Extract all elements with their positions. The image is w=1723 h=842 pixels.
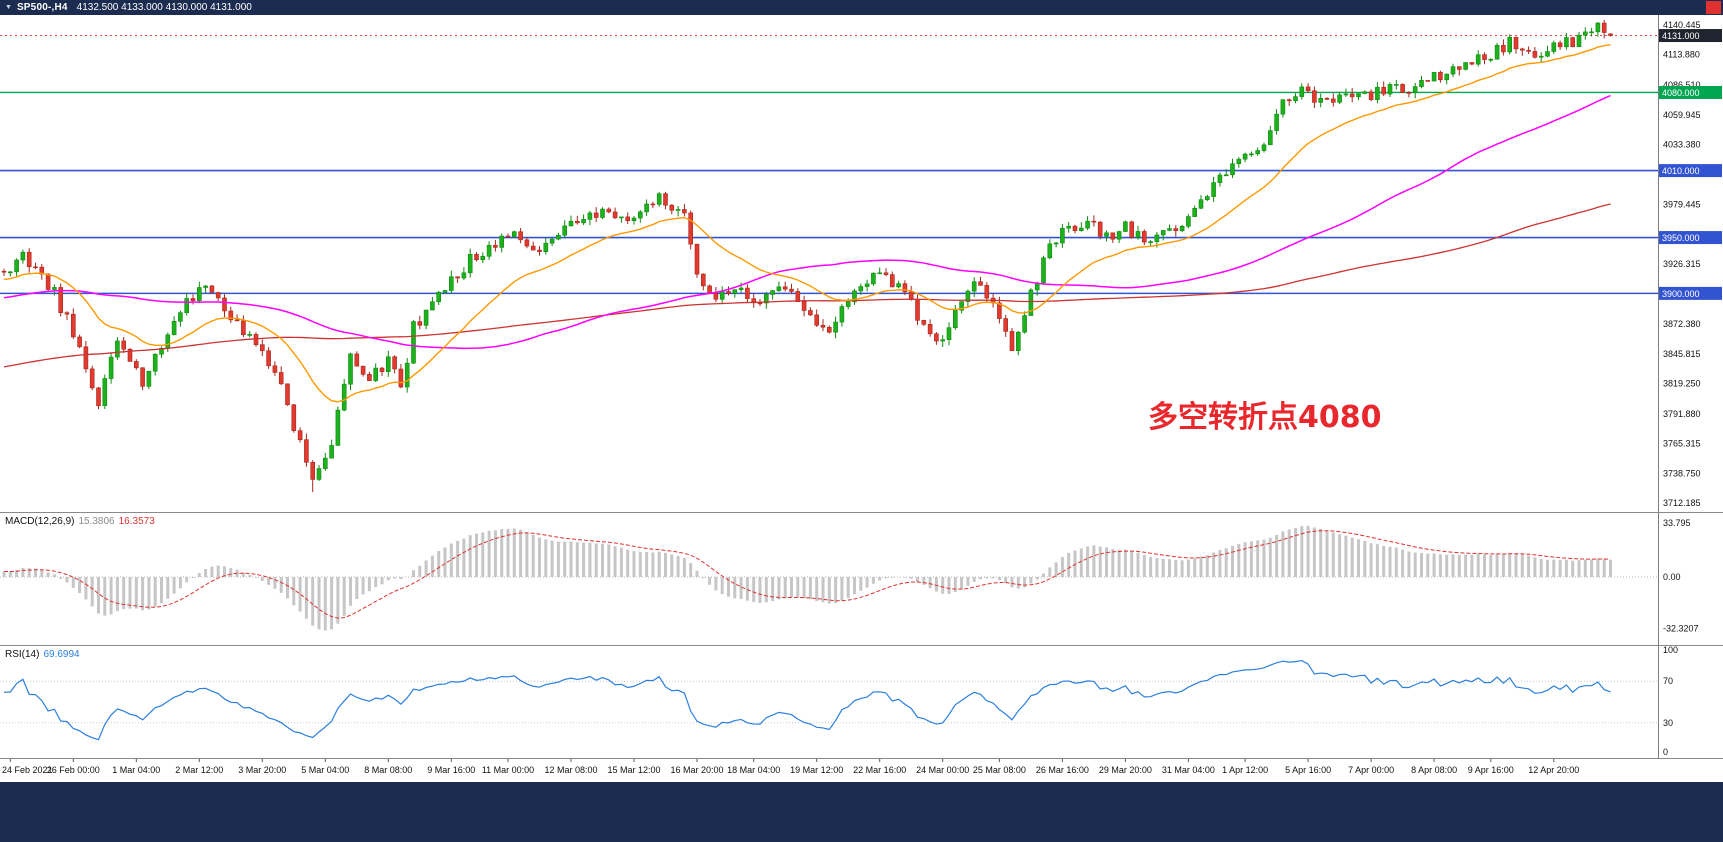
svg-text:3765.315: 3765.315	[1663, 439, 1701, 449]
rsi-value: 69.6994	[43, 649, 80, 660]
svg-text:0: 0	[1663, 747, 1668, 757]
svg-text:0.00: 0.00	[1663, 572, 1681, 582]
svg-text:3872.380: 3872.380	[1663, 319, 1701, 329]
svg-text:9 Mar 16:00: 9 Mar 16:00	[427, 765, 475, 775]
symbol-collapse-icon[interactable]: ▼	[5, 4, 12, 11]
svg-text:29 Mar 20:00: 29 Mar 20:00	[1099, 765, 1152, 775]
rsi-chart-canvas[interactable]: 100 70 30 0	[0, 645, 1723, 758]
svg-text:4113.880: 4113.880	[1663, 50, 1700, 60]
svg-text:9 Apr 16:00: 9 Apr 16:00	[1468, 765, 1514, 775]
svg-text:3738.750: 3738.750	[1663, 468, 1701, 478]
macd-name: MACD(12,26,9)	[5, 516, 75, 527]
svg-text:3819.250: 3819.250	[1663, 379, 1701, 389]
svg-text:25 Mar 08:00: 25 Mar 08:00	[973, 765, 1026, 775]
chart-annotation-text: 多空转折点4080	[1148, 400, 1382, 435]
macd-panel[interactable]: 33.795 0.00 -32.3207	[0, 513, 1723, 646]
svg-text:19 Mar 12:00: 19 Mar 12:00	[790, 765, 843, 775]
svg-text:11 Mar 00:00: 11 Mar 00:00	[482, 765, 534, 775]
svg-text:8 Mar 08:00: 8 Mar 08:00	[364, 765, 412, 775]
svg-text:4010.000: 4010.000	[1662, 166, 1700, 176]
svg-text:70: 70	[1663, 676, 1673, 686]
candlestick-chart-canvas[interactable]: 4140.445 4113.880 4086.510 4059.945 4033.380…	[0, 15, 1723, 512]
svg-text:3950.000: 3950.000	[1662, 233, 1700, 243]
svg-text:2 Mar 12:00: 2 Mar 12:00	[175, 765, 223, 775]
ohlc-readout: 4132.500 4133.000 4130.000 4131.000	[76, 2, 252, 13]
svg-text:16 Mar 20:00: 16 Mar 20:00	[670, 765, 723, 775]
svg-text:3979.445: 3979.445	[1663, 200, 1701, 210]
svg-text:1 Apr 12:00: 1 Apr 12:00	[1222, 765, 1268, 775]
symbol-timeframe-label: SP500-,H4	[16, 2, 68, 13]
svg-text:4059.945: 4059.945	[1663, 110, 1701, 120]
svg-text:12 Mar 08:00: 12 Mar 08:00	[544, 765, 597, 775]
rsi-indicator-label: RSI(14) 69.6994	[5, 649, 80, 660]
rsi-name: RSI(14)	[5, 649, 40, 660]
svg-text:4131.000: 4131.000	[1662, 31, 1700, 41]
svg-text:3926.315: 3926.315	[1663, 259, 1701, 269]
svg-text:24 Mar 00:00: 24 Mar 00:00	[916, 765, 969, 775]
svg-text:15 Mar 12:00: 15 Mar 12:00	[607, 765, 660, 775]
price-chart-panel[interactable]: 4140.445 4113.880 4086.510 4059.945 4033.380…	[0, 15, 1723, 513]
svg-text:4140.445: 4140.445	[1663, 20, 1701, 30]
svg-text:4080.000: 4080.000	[1662, 88, 1700, 98]
chart-header-bar: ▼ SP500-,H4 4132.500 4133.000 4130.000 4…	[0, 0, 1723, 15]
svg-text:3 Mar 20:00: 3 Mar 20:00	[238, 765, 286, 775]
svg-text:4033.380: 4033.380	[1663, 140, 1701, 150]
svg-text:3900.000: 3900.000	[1662, 289, 1700, 299]
svg-text:24 Feb 2021: 24 Feb 2021	[2, 765, 53, 775]
svg-text:12 Apr 20:00: 12 Apr 20:00	[1528, 765, 1579, 775]
svg-text:1 Mar 04:00: 1 Mar 04:00	[112, 765, 160, 775]
svg-text:18 Mar 04:00: 18 Mar 04:00	[727, 765, 780, 775]
svg-text:30: 30	[1663, 718, 1673, 728]
svg-text:3712.185: 3712.185	[1663, 498, 1701, 508]
macd-main-value: 15.3806	[78, 516, 115, 527]
rsi-panel[interactable]: 100 70 30 0	[0, 645, 1723, 759]
svg-text:-32.3207: -32.3207	[1663, 624, 1699, 634]
svg-text:7 Apr 00:00: 7 Apr 00:00	[1348, 765, 1394, 775]
svg-text:4086.510: 4086.510	[1663, 80, 1701, 90]
footer-bar	[0, 782, 1723, 842]
svg-text:100: 100	[1663, 646, 1678, 655]
svg-text:33.795: 33.795	[1663, 518, 1691, 528]
svg-text:8 Apr 08:00: 8 Apr 08:00	[1411, 765, 1457, 775]
macd-signal-value: 16.3573	[118, 516, 155, 527]
svg-text:31 Mar 04:00: 31 Mar 04:00	[1162, 765, 1215, 775]
header-red-badge[interactable]	[1706, 1, 1721, 14]
svg-text:3845.815: 3845.815	[1663, 349, 1701, 359]
svg-text:3791.880: 3791.880	[1663, 409, 1701, 419]
time-axis[interactable]: 24 Feb 2021 26 Feb 00:00 1 Mar 04:00 2 Mar …	[0, 759, 1723, 782]
macd-chart-canvas[interactable]: 33.795 0.00 -32.3207	[0, 513, 1723, 645]
svg-text:5 Mar 04:00: 5 Mar 04:00	[301, 765, 349, 775]
svg-text:22 Mar 16:00: 22 Mar 16:00	[853, 765, 906, 775]
svg-text:26 Mar 16:00: 26 Mar 16:00	[1036, 765, 1089, 775]
svg-text:5 Apr 16:00: 5 Apr 16:00	[1285, 765, 1331, 775]
macd-indicator-label: MACD(12,26,9) 15.3806 16.3573	[5, 516, 155, 527]
svg-text:26 Feb 00:00: 26 Feb 00:00	[47, 765, 100, 775]
